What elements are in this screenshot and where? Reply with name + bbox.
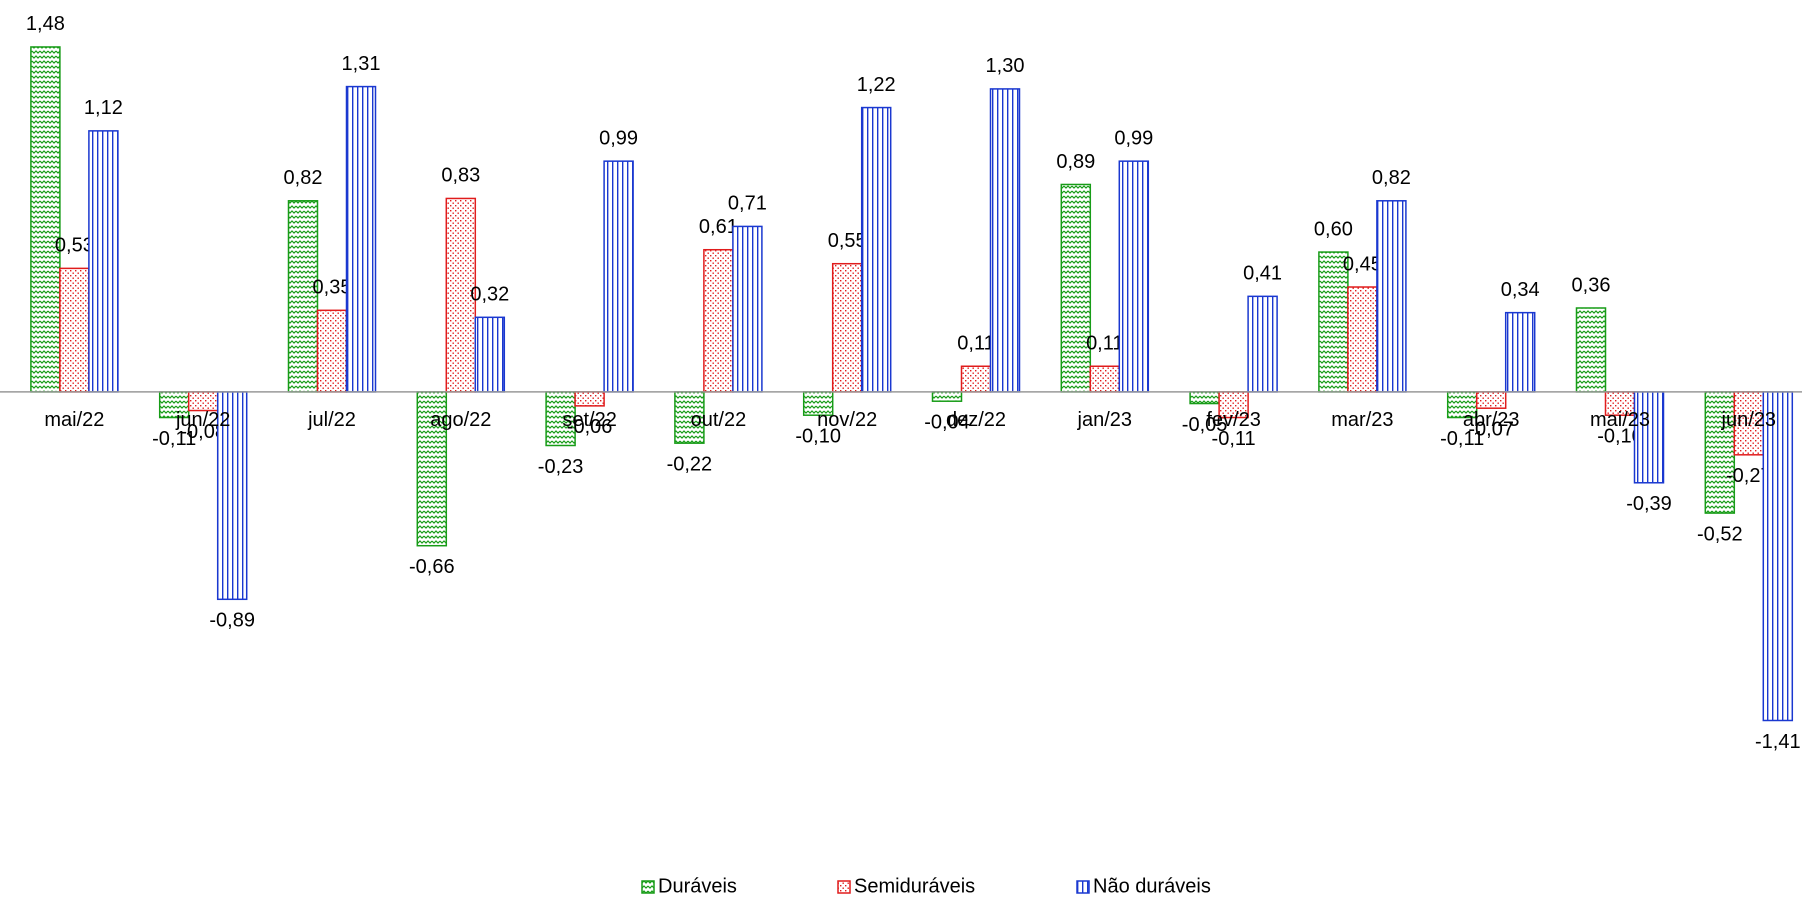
value-label: 0,32 [470, 284, 509, 306]
value-label: 0,99 [1114, 127, 1153, 149]
x-tick-label: out/22 [691, 409, 747, 431]
value-label: -0,66 [409, 556, 455, 578]
bar [574, 391, 605, 407]
value-label: -0,22 [667, 453, 713, 475]
bar [960, 365, 992, 393]
bar [1189, 391, 1220, 405]
value-label: -0,89 [209, 610, 255, 632]
value-label: -1,41 [1755, 731, 1801, 753]
bar [1575, 307, 1607, 393]
bar [603, 160, 634, 393]
bar [1347, 286, 1378, 393]
x-tick-label: mai/23 [1590, 409, 1650, 431]
bar [1504, 311, 1536, 393]
bar [860, 106, 892, 393]
value-label: 1,31 [342, 53, 381, 75]
bar [1704, 391, 1736, 514]
value-label: -0,11 [152, 428, 196, 450]
value-label: 0,82 [284, 167, 323, 189]
value-label: 0,41 [1243, 263, 1282, 285]
bar [88, 130, 119, 393]
bar [59, 267, 90, 393]
bar [831, 262, 863, 393]
value-label: 0,82 [1372, 167, 1411, 189]
legend-label: Não duráveis [1093, 875, 1211, 897]
value-label: 0,53 [55, 235, 94, 257]
value-label: 1,12 [84, 97, 123, 119]
value-label: 0,55 [828, 230, 867, 252]
value-label: 0,61 [699, 216, 738, 238]
legend-label: Duráveis [658, 875, 737, 897]
value-label: -0,08 [180, 421, 226, 443]
bar [989, 88, 1021, 393]
legend-label: Semiduráveis [854, 875, 975, 897]
x-tick-label: ago/22 [430, 409, 491, 431]
x-tick-label: jun/22 [175, 409, 231, 431]
value-label: 0,36 [1572, 274, 1611, 296]
value-label: 0,99 [599, 127, 638, 149]
value-label: -0,11 [1440, 428, 1484, 450]
bar [216, 391, 248, 601]
value-label: 0,89 [1056, 151, 1095, 173]
bar [316, 309, 348, 393]
bar [345, 85, 377, 393]
bar [1376, 200, 1407, 393]
bar [30, 46, 61, 393]
bar [187, 391, 219, 412]
value-label: 0,83 [441, 165, 480, 187]
value-label: 1,22 [857, 74, 896, 96]
value-label: 0,35 [313, 277, 352, 299]
value-label: -0,11 [1212, 428, 1256, 450]
legend-swatch [641, 880, 655, 894]
value-label: -0,06 [567, 416, 613, 438]
value-label: -0,10 [795, 425, 841, 447]
bar [732, 225, 763, 393]
bar [1733, 391, 1765, 456]
x-tick-label: fev/23 [1206, 409, 1260, 431]
x-tick-label: set/22 [562, 409, 616, 431]
x-tick-label: dez/22 [946, 409, 1006, 431]
value-label: 1,48 [26, 13, 65, 35]
x-tick-label: nov/22 [817, 409, 877, 431]
value-label: 0,60 [1314, 218, 1353, 240]
x-tick-label: abr/23 [1463, 409, 1520, 431]
value-label: 0,71 [728, 193, 767, 215]
bar [703, 248, 734, 393]
value-label: -0,27 [1726, 465, 1772, 487]
bar [1762, 391, 1794, 722]
bar [545, 391, 576, 447]
bar [158, 391, 190, 419]
x-tick-label: jun/23 [1721, 409, 1777, 431]
value-label: -0,05 [1182, 414, 1228, 436]
bar [1118, 160, 1150, 393]
value-label: 0,34 [1501, 279, 1540, 301]
x-tick-label: jul/22 [307, 409, 356, 431]
bar [445, 197, 477, 393]
value-label: 0,45 [1343, 253, 1382, 275]
value-label: 0,11 [1086, 333, 1123, 355]
value-label: -0,52 [1697, 523, 1743, 545]
bar [474, 316, 506, 393]
bar [1089, 365, 1121, 393]
bar [1060, 183, 1092, 393]
bar [1247, 295, 1278, 393]
bar [1475, 391, 1507, 409]
value-label: 1,30 [986, 55, 1025, 77]
value-label: 0,11 [957, 333, 994, 355]
bar [1633, 391, 1665, 484]
bar [416, 391, 448, 547]
value-label: -0,04 [924, 411, 970, 433]
value-label: -0,39 [1626, 493, 1672, 515]
value-label: -0,10 [1597, 425, 1643, 447]
bar [931, 391, 963, 402]
legend-swatch [837, 880, 851, 894]
value-label: -0,07 [1468, 418, 1514, 440]
x-tick-label: mar/23 [1331, 409, 1393, 431]
x-tick-label: mai/22 [44, 409, 104, 431]
x-tick-label: jan/23 [1077, 409, 1133, 431]
value-label: -0,23 [538, 456, 584, 478]
legend-swatch [1076, 880, 1090, 894]
